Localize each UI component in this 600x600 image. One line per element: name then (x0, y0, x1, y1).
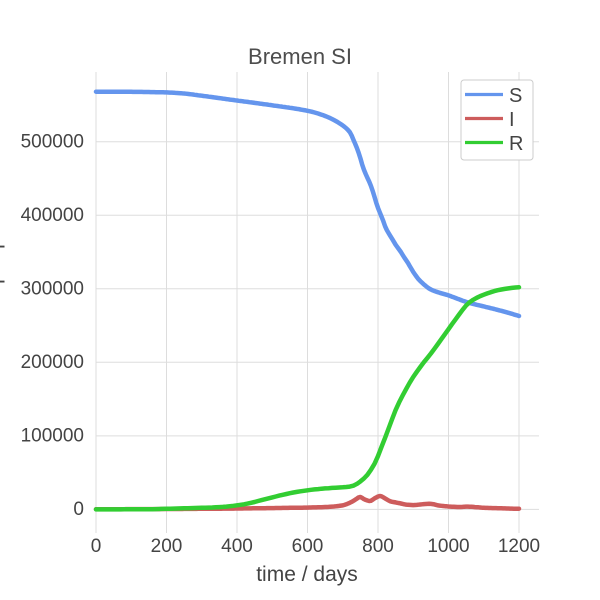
svg-text:time / days: time / days (256, 563, 358, 586)
svg-text:S: S (509, 85, 522, 107)
svg-text:R: R (509, 133, 523, 155)
svg-text:100000: 100000 (21, 426, 84, 447)
svg-text:amount of people: amount of people (0, 221, 5, 383)
svg-text:800: 800 (362, 536, 394, 557)
svg-text:400: 400 (221, 536, 253, 557)
svg-text:300000: 300000 (21, 278, 84, 299)
svg-text:1000: 1000 (427, 536, 469, 557)
svg-text:400000: 400000 (21, 205, 84, 226)
svg-text:200000: 200000 (21, 352, 84, 373)
svg-text:500000: 500000 (21, 131, 84, 152)
svg-text:0: 0 (91, 536, 102, 557)
svg-text:I: I (509, 109, 515, 131)
svg-text:0: 0 (73, 499, 84, 520)
svg-text:200: 200 (151, 536, 183, 557)
svg-text:600: 600 (292, 536, 324, 557)
svg-text:1200: 1200 (498, 536, 540, 557)
